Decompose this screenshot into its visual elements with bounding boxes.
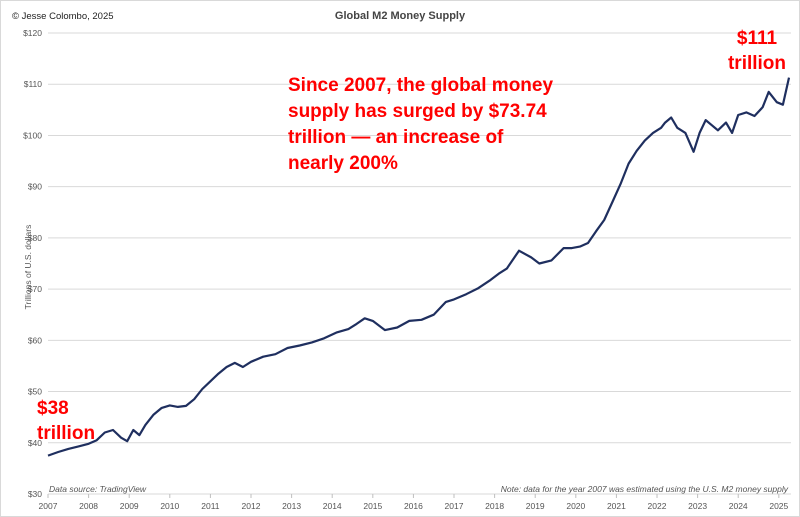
y-tick-label: $50 xyxy=(28,387,42,397)
x-tick-label: 2009 xyxy=(120,501,139,511)
y-tick-label: $60 xyxy=(28,335,42,345)
footnote-text: Note: data for the year 2007 was estimat… xyxy=(500,484,788,494)
start-value-annotation: $38 trillion xyxy=(37,396,97,446)
y-tick-label: $80 xyxy=(28,233,42,243)
y-tick-label: $110 xyxy=(24,79,43,89)
end-value-annotation: $111 trillion xyxy=(724,26,790,76)
x-tick-label: 2018 xyxy=(485,501,504,511)
start-value-amount: $38 xyxy=(37,398,69,419)
x-tick-label: 2019 xyxy=(526,501,545,511)
copyright-text: © Jesse Colombo, 2025 xyxy=(12,11,114,22)
x-tick-label: 2012 xyxy=(242,501,261,511)
x-tick-label: 2021 xyxy=(607,501,626,511)
x-tick-label: 2008 xyxy=(79,501,98,511)
x-tick-label: 2015 xyxy=(363,501,382,511)
y-tick-label: $40 xyxy=(28,438,42,448)
series-line xyxy=(47,77,791,457)
end-value-amount: $111 xyxy=(736,28,778,49)
x-tick-label: 2022 xyxy=(648,501,667,511)
start-value-unit: trillion xyxy=(37,423,96,444)
y-tick-label: $30 xyxy=(28,489,42,499)
x-tick-label: 2010 xyxy=(160,501,179,511)
x-tick-label: 2017 xyxy=(445,501,464,511)
x-tick-label: 2013 xyxy=(282,501,301,511)
x-tick-label: 2007 xyxy=(39,501,58,511)
x-tick-label: 2020 xyxy=(566,501,585,511)
y-tick-label: $90 xyxy=(28,182,42,192)
x-tick-label: 2024 xyxy=(729,501,748,511)
x-tick-label: 2011 xyxy=(201,501,220,511)
x-tick-label: 2023 xyxy=(688,501,707,511)
y-tick-label: $70 xyxy=(28,284,42,294)
chart-title: Global M2 Money Supply xyxy=(334,10,466,22)
x-tick-label: 2016 xyxy=(404,501,423,511)
data-source-text: Data source: TradingView xyxy=(49,484,147,494)
x-tick-label: 2014 xyxy=(323,501,342,511)
y-tick-label: $100 xyxy=(23,130,42,140)
end-value-unit: trillion xyxy=(727,53,787,74)
growth-annotation: Since 2007, the global money supply has … xyxy=(288,75,554,174)
y-tick-label: $120 xyxy=(23,28,42,38)
x-tick-label: 2025 xyxy=(769,501,788,511)
